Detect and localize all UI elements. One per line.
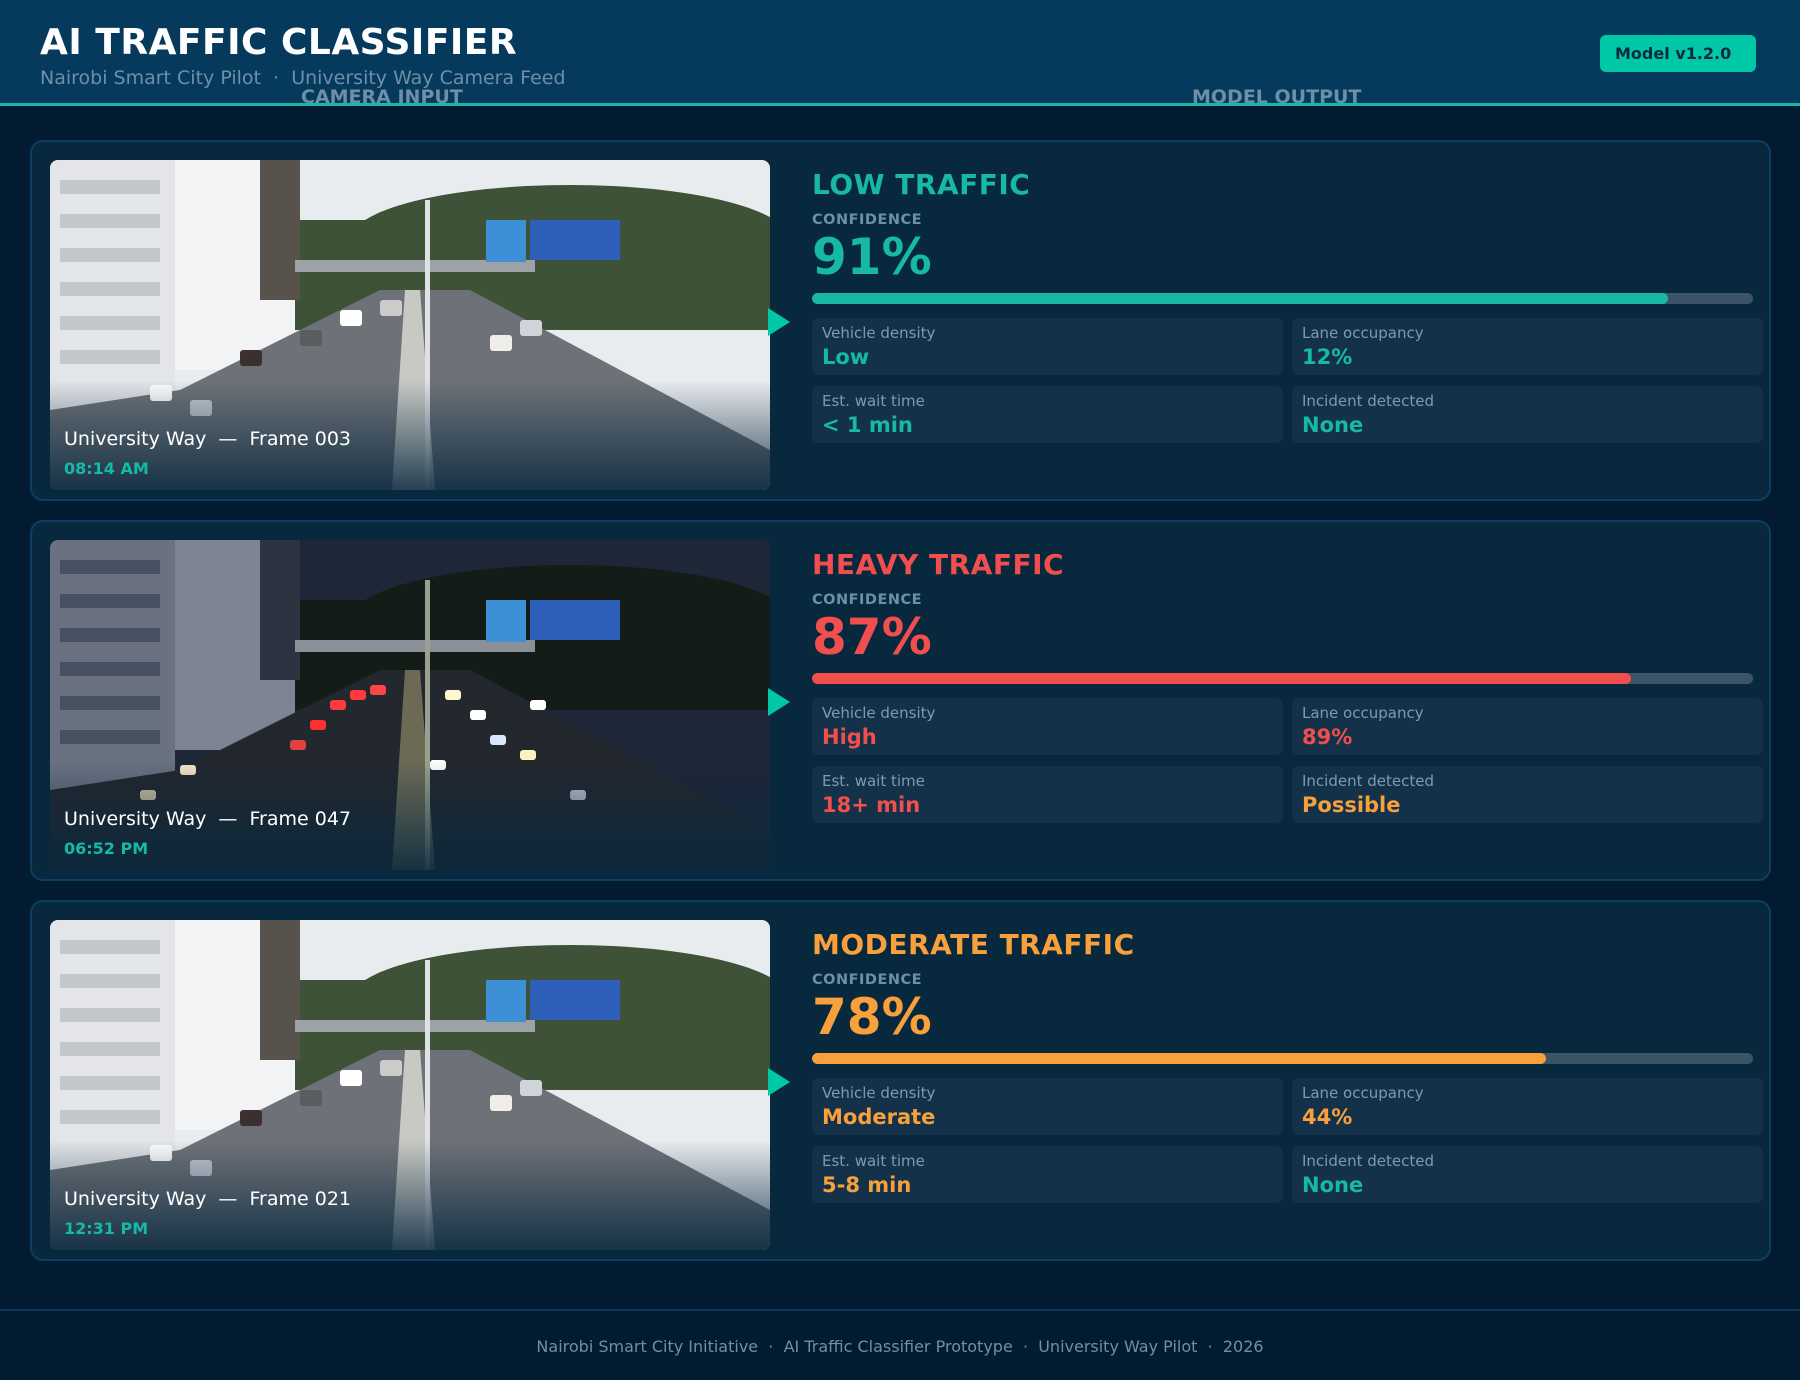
camera-input-column-label: CAMERA INPUT [301,86,463,108]
camera-timestamp: 08:14 AM [64,459,149,478]
stat-lane-occupancy: Lane occupancy 44% [1292,1078,1763,1135]
stat-label: Incident detected [1302,392,1434,410]
stat-value: 89% [1302,725,1353,749]
camera-timestamp: 06:52 PM [64,839,149,858]
stat-label: Vehicle density [822,704,936,722]
arrow-right-icon [768,308,790,336]
traffic-class-label: LOW TRAFFIC [812,168,1031,201]
camera-frame: University Way — Frame 003 08:14 AM [50,160,770,490]
stat-value: None [1302,1173,1364,1197]
stat-incident: Incident detected None [1292,1146,1763,1203]
stat-value: Possible [1302,793,1401,817]
stat-label: Lane occupancy [1302,704,1424,722]
classification-card: University Way — Frame 021 12:31 PM MODE… [30,900,1771,1261]
stat-vehicle-density: Vehicle density High [812,698,1283,755]
classification-card: University Way — Frame 047 06:52 PM HEAV… [30,520,1771,881]
stat-label: Lane occupancy [1302,324,1424,342]
stat-incident: Incident detected Possible [1292,766,1763,823]
stat-label: Est. wait time [822,1152,925,1170]
stat-value: Moderate [822,1105,936,1129]
traffic-class-label: HEAVY TRAFFIC [812,548,1065,581]
stat-value: 12% [1302,345,1353,369]
footer-divider [0,1309,1800,1311]
camera-frame: University Way — Frame 047 06:52 PM [50,540,770,870]
app-header: AI TRAFFIC CLASSIFIER Nairobi Smart City… [0,0,1800,108]
model-output-panel: MODERATE TRAFFIC CONFIDENCE 78% Vehicle … [812,902,1763,1259]
model-output-panel: LOW TRAFFIC CONFIDENCE 91% Vehicle densi… [812,142,1763,499]
model-output-column-label: MODEL OUTPUT [1192,86,1362,108]
stat-label: Incident detected [1302,1152,1434,1170]
stat-value: 5-8 min [822,1173,912,1197]
confidence-bar-fill [812,1053,1546,1064]
stat-vehicle-density: Vehicle density Moderate [812,1078,1283,1135]
confidence-value: 87% [812,608,932,666]
arrow-right-icon [768,688,790,716]
camera-caption: University Way — Frame 047 [64,808,352,830]
app-subtitle: Nairobi Smart City Pilot · University Wa… [40,67,566,89]
confidence-value: 78% [812,988,932,1046]
confidence-bar [812,293,1753,304]
confidence-label: CONFIDENCE [812,212,923,228]
stat-label: Est. wait time [822,772,925,790]
stat-label: Lane occupancy [1302,1084,1424,1102]
model-version-badge: Model v1.2.0 [1600,35,1756,72]
caption-gradient [50,380,770,490]
stat-label: Est. wait time [822,392,925,410]
stat-wait-time: Est. wait time < 1 min [812,386,1283,443]
model-output-panel: HEAVY TRAFFIC CONFIDENCE 87% Vehicle den… [812,522,1763,879]
confidence-label: CONFIDENCE [812,972,923,988]
stat-value: None [1302,413,1364,437]
caption-gradient [50,1140,770,1250]
camera-caption: University Way — Frame 021 [64,1188,352,1210]
stat-label: Incident detected [1302,772,1434,790]
stat-value: High [822,725,877,749]
stat-label: Vehicle density [822,324,936,342]
arrow-right-icon [768,1068,790,1096]
caption-gradient [50,760,770,870]
stat-vehicle-density: Vehicle density Low [812,318,1283,375]
confidence-bar-fill [812,293,1669,304]
confidence-label: CONFIDENCE [812,592,923,608]
classification-card: University Way — Frame 003 08:14 AM LOW … [30,140,1771,501]
stat-incident: Incident detected None [1292,386,1763,443]
footer-text: Nairobi Smart City Initiative · AI Traff… [536,1337,1264,1356]
stat-label: Vehicle density [822,1084,936,1102]
stat-lane-occupancy: Lane occupancy 12% [1292,318,1763,375]
confidence-bar [812,1053,1753,1064]
confidence-bar [812,673,1753,684]
camera-frame: University Way — Frame 021 12:31 PM [50,920,770,1250]
stat-value: Low [822,345,870,369]
traffic-class-label: MODERATE TRAFFIC [812,928,1135,961]
stat-value: 44% [1302,1105,1353,1129]
app-title: AI TRAFFIC CLASSIFIER [40,22,518,63]
stat-value: 18+ min [822,793,921,817]
stat-lane-occupancy: Lane occupancy 89% [1292,698,1763,755]
stat-wait-time: Est. wait time 5-8 min [812,1146,1283,1203]
stat-wait-time: Est. wait time 18+ min [812,766,1283,823]
stat-value: < 1 min [822,413,913,437]
camera-caption: University Way — Frame 003 [64,428,352,450]
confidence-bar-fill [812,673,1631,684]
camera-timestamp: 12:31 PM [64,1219,149,1238]
confidence-value: 91% [812,228,932,286]
